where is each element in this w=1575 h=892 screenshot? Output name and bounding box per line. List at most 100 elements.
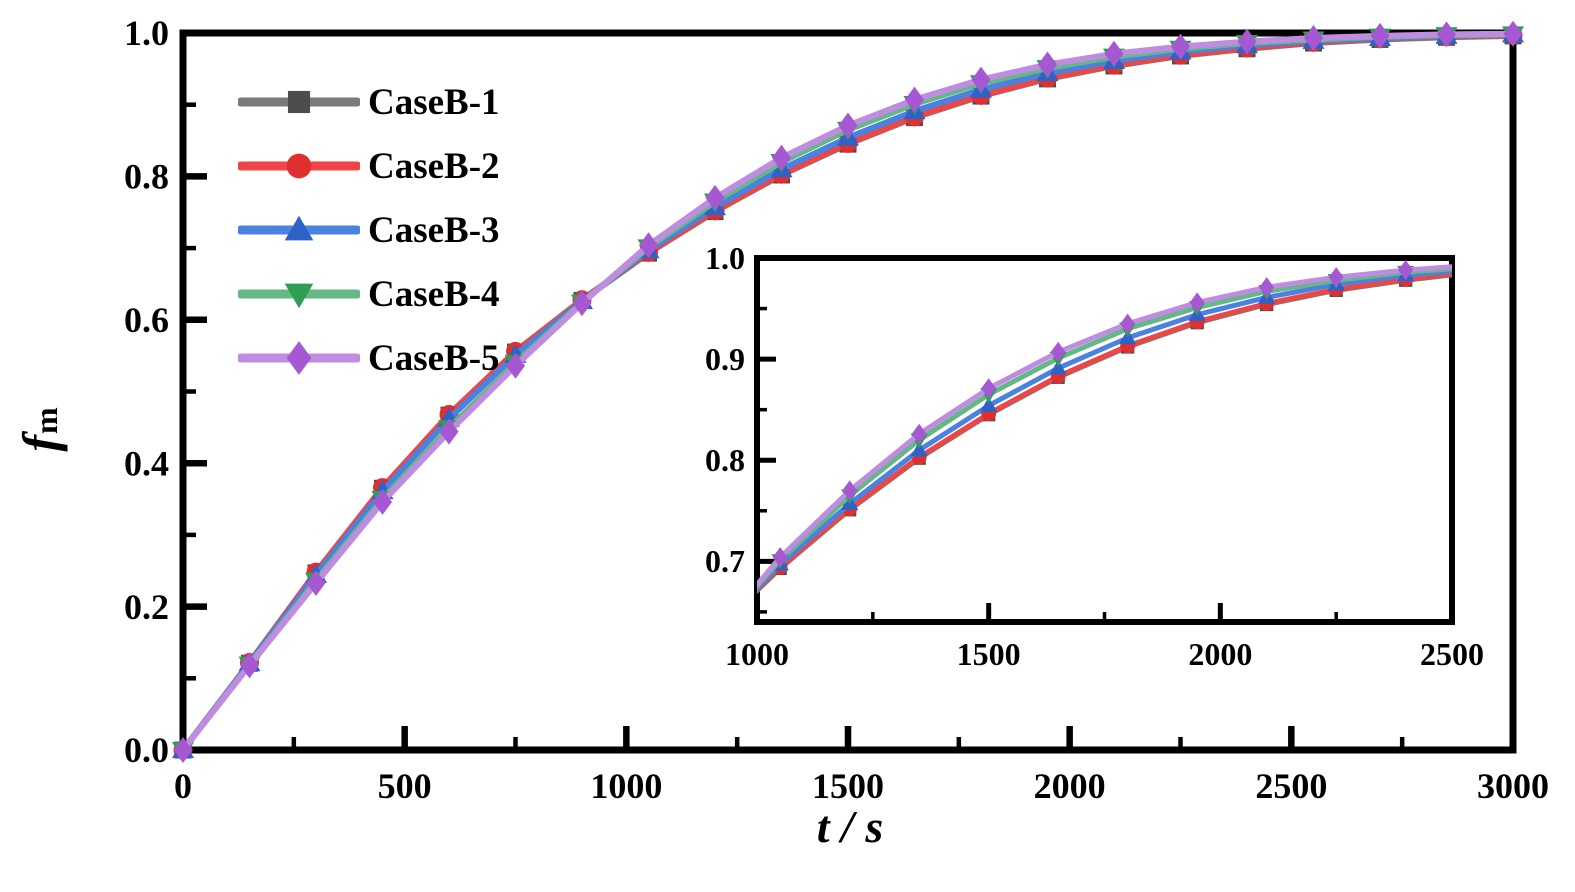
axis-tick-labels: 1000 1500 2000 2500 0.7 0.8 0.9 1.0 (705, 240, 1484, 672)
y-tick-label: 1.0 (124, 13, 169, 53)
y-tick-label: 0.7 (705, 543, 745, 579)
x-tick-label: 3000 (1477, 766, 1549, 806)
x-tick-label: 0 (174, 766, 192, 806)
triangle-up-marker-icon (702, 628, 719, 643)
legend-label-caseb-1: CaseB-1 (368, 81, 500, 123)
triangle-up-marker-icon (633, 703, 650, 718)
diamond-marker-icon (173, 737, 193, 763)
diamond-marker-icon (1120, 313, 1136, 334)
legend-swatch-caseb-1-icon (238, 90, 360, 114)
circle-marker-icon (564, 789, 579, 804)
inset-background (757, 258, 1452, 622)
y-tick-label: 0.0 (124, 730, 169, 770)
legend-label-caseb-5: CaseB-5 (368, 337, 500, 379)
square-marker-icon (565, 790, 578, 803)
diamond-marker-icon (1370, 22, 1390, 49)
y-tick-label: 0.8 (705, 442, 745, 478)
diamond-marker-icon (572, 290, 592, 317)
legend-swatch-caseb-3-icon (238, 215, 360, 241)
legend-item-caseb-5: CaseB-5 (238, 326, 500, 390)
legend-swatch-caseb-5-icon (238, 341, 360, 375)
x-tick-label: 1500 (957, 636, 1021, 672)
inset-plot: 1000 1500 2000 2500 0.7 0.8 0.9 1.0 (563, 240, 1553, 830)
triangle-down-marker-icon (1536, 257, 1553, 272)
diamond-marker-icon (705, 184, 725, 211)
circle-marker-icon (634, 700, 649, 715)
diamond-marker-icon (1468, 255, 1483, 275)
square-marker-icon (635, 701, 648, 714)
x-tick-label: 500 (378, 766, 432, 806)
y-axis-label-base: f (12, 435, 68, 452)
triangle-up-marker-icon (1536, 256, 1553, 271)
legend-item-caseb-4: CaseB-4 (238, 262, 500, 326)
triangle-up-marker-icon (284, 215, 314, 241)
legend-label-caseb-3: CaseB-3 (368, 209, 500, 251)
diamond-marker-icon (286, 341, 312, 375)
y-tick-label: 0.6 (124, 300, 169, 340)
diamond-marker-icon (1104, 40, 1124, 67)
diamond-marker-icon (634, 717, 649, 737)
y-tick-label: 1.0 (705, 240, 745, 276)
diamond-marker-icon (439, 418, 459, 445)
legend-label-caseb-4: CaseB-4 (368, 273, 500, 315)
square-marker-icon (287, 90, 311, 114)
diamond-marker-icon (971, 66, 991, 93)
legend-swatch-caseb-2-icon (238, 153, 360, 179)
diamond-marker-icon (838, 112, 858, 139)
legend: CaseB-1 CaseB-2 CaseB-3 CaseB-4 CaseB-5 (238, 70, 500, 390)
triangle-up-marker-icon (1467, 261, 1484, 276)
diamond-marker-icon (911, 423, 927, 445)
triangle-down-marker-icon (633, 717, 650, 732)
series-caseb-5 (173, 20, 1523, 763)
legend-label-caseb-2: CaseB-2 (368, 145, 500, 187)
triangle-up-marker-icon (1049, 359, 1067, 375)
x-tick-label: 1500 (812, 766, 884, 806)
y-tick-label: 0.8 (124, 157, 169, 197)
x-tick-label: 2000 (1188, 636, 1252, 672)
diamond-marker-icon (639, 232, 658, 259)
y-tick-label: 0.2 (124, 587, 169, 627)
diamond-marker-icon (1503, 20, 1523, 47)
square-marker-icon (1538, 260, 1551, 273)
diamond-marker-icon (1237, 28, 1257, 55)
legend-item-caseb-3: CaseB-3 (238, 198, 500, 262)
triangle-up-marker-icon (910, 441, 928, 457)
diamond-marker-icon (564, 810, 579, 830)
plot-frame (179, 29, 1517, 754)
diamond-marker-icon (1189, 292, 1205, 313)
square-marker-icon (704, 629, 717, 642)
diamond-marker-icon (306, 569, 326, 596)
legend-swatch-caseb-4-icon (238, 283, 360, 309)
x-tick-label: 2500 (1420, 636, 1484, 672)
x-axis-label: t / s (816, 801, 884, 852)
x-tick-label: 2000 (1034, 766, 1106, 806)
diamond-marker-icon (1038, 51, 1057, 78)
series-caseb-5 (564, 252, 1552, 830)
diamond-marker-icon (1259, 277, 1275, 298)
triangle-down-marker-icon (284, 283, 314, 309)
diamond-marker-icon (373, 488, 392, 515)
triangle-up-marker-icon (563, 793, 580, 808)
circle-marker-icon (703, 627, 718, 642)
diamond-marker-icon (240, 652, 259, 679)
diamond-marker-icon (1328, 267, 1344, 288)
y-tick-label: 0.9 (705, 341, 745, 377)
diamond-marker-icon (506, 352, 525, 379)
triangle-down-marker-icon (1467, 261, 1484, 276)
triangle-down-marker-icon (563, 809, 580, 824)
diamond-marker-icon (1171, 33, 1190, 60)
y-tick-label: 0.4 (124, 443, 169, 483)
circle-marker-icon (1468, 264, 1483, 279)
x-tick-label: 2500 (1255, 766, 1327, 806)
circle-marker-icon (1537, 259, 1552, 274)
diamond-marker-icon (981, 378, 997, 399)
diamond-marker-icon (1537, 252, 1552, 272)
diamond-marker-icon (1437, 21, 1456, 48)
triangle-up-marker-icon (980, 397, 998, 412)
main-plot: 0 500 1000 1500 2000 2500 30000.00.20.40.60.81… (124, 13, 1549, 806)
diamond-marker-icon (1050, 341, 1066, 363)
legend-item-caseb-1: CaseB-1 (238, 70, 500, 134)
